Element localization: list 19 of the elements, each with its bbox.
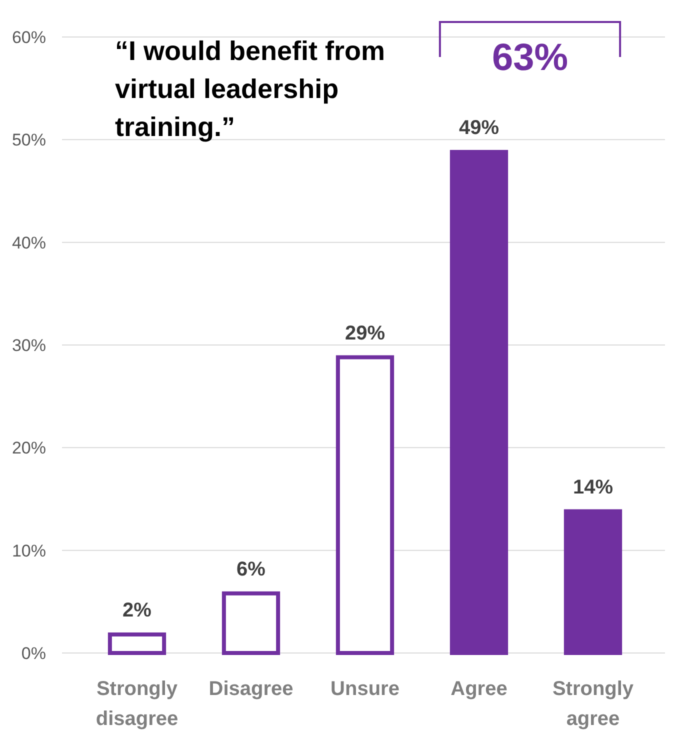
y-tick-label: 20% xyxy=(12,438,46,458)
data-label: 49% xyxy=(458,116,500,139)
x-tick-label: Disagree xyxy=(208,678,294,700)
x-tick-label: Agree xyxy=(450,678,508,700)
y-tick-label: 60% xyxy=(12,28,46,47)
text: “I would benefit from virtual leadership training.” xyxy=(115,36,385,142)
data-label: 14% xyxy=(572,476,614,498)
x-tick-label: Unsure xyxy=(330,678,400,700)
x-tick-label: Strongly disagree xyxy=(96,678,178,730)
y-tick-label: 40% xyxy=(12,233,46,252)
y-tick-label: 10% xyxy=(12,541,46,560)
y-tick-label: 0% xyxy=(21,644,46,663)
annotation: 63% xyxy=(492,37,568,79)
y-tick-label: 30% xyxy=(12,336,46,355)
data-label: 6% xyxy=(236,558,266,580)
y-tick-label: 50% xyxy=(12,130,46,150)
data-label: 29% xyxy=(344,322,386,344)
data-label: 2% xyxy=(122,599,152,622)
x-tick-label: Strongly agree xyxy=(552,678,634,730)
